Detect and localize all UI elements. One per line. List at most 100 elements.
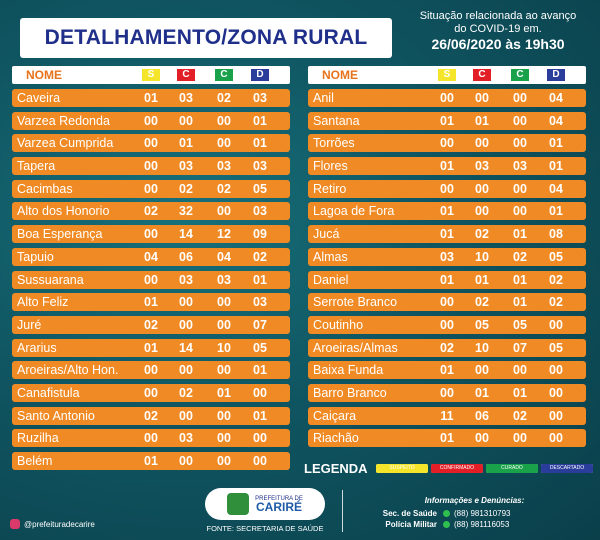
source-note: FONTE: SECRETARIA DE SAÚDE <box>206 524 324 533</box>
descartado-value: 00 <box>253 454 267 468</box>
table-row: Alto dos Honorio 02 32 00 03 <box>12 202 290 221</box>
descartado-value: 04 <box>549 91 563 105</box>
suspeito-value: 01 <box>144 295 158 310</box>
row-name: Lagoa de Fora <box>313 204 395 219</box>
legend-swatch <box>486 464 538 473</box>
row-name: Canafistula <box>17 385 80 400</box>
suspeito-value: 04 <box>144 249 158 264</box>
descartado-value: 02 <box>549 295 563 310</box>
header-confirmado: C <box>177 69 195 81</box>
confirmado-value: 10 <box>475 340 489 355</box>
table-row: Aroeiras/Alto Hon. 00 00 00 01 <box>12 361 290 380</box>
curado-value: 00 <box>217 204 231 219</box>
row-name: Jucá <box>313 227 340 242</box>
confirmado-value: 00 <box>475 91 489 105</box>
curado-value: 00 <box>217 113 231 128</box>
confirmado-value: 03 <box>179 431 193 446</box>
confirmado-value: 03 <box>179 91 193 105</box>
curado-value: 02 <box>217 181 231 196</box>
confirmado-value: 02 <box>475 295 489 310</box>
descartado-value: 01 <box>253 113 267 128</box>
descartado-value: 02 <box>549 272 563 287</box>
contacts-title: Informações e Denúncias: <box>424 496 525 505</box>
suspeito-value: 01 <box>440 113 454 128</box>
row-name: Serrote Branco <box>313 295 398 310</box>
suspeito-value: 00 <box>144 181 158 196</box>
confirmado-value: 02 <box>179 385 193 400</box>
table-row: Sussuarana 00 03 03 01 <box>12 270 290 289</box>
info-line-1: Situação relacionada ao avanço <box>419 10 577 22</box>
curado-value: 03 <box>513 159 527 174</box>
table-row: Varzea Redonda 00 00 00 01 <box>12 111 290 130</box>
row-name: Alto Feliz <box>17 295 69 310</box>
logo-top-text: PREFEITURA DE <box>255 495 303 502</box>
row-name: Aroeiras/Alto Hon. <box>17 363 119 378</box>
header-suspeito: S <box>438 69 456 81</box>
legend-item-descartado: DESCARTADO <box>541 464 593 473</box>
confirmado-value: 01 <box>475 272 489 287</box>
row-name: Retiro <box>313 181 347 196</box>
descartado-value: 05 <box>253 340 267 355</box>
row-name: Belém <box>17 454 53 468</box>
curado-value: 02 <box>513 249 527 264</box>
suspeito-value: 00 <box>144 272 158 287</box>
table-row: Anil 00 00 00 04 <box>308 89 586 107</box>
contact-label: Polícia Militar <box>385 520 437 529</box>
table-row: Varzea Cumprida 00 01 00 01 <box>12 134 290 153</box>
suspeito-value: 11 <box>440 408 454 423</box>
page-title: DETALHAMENTO/ZONA RURAL <box>44 26 368 49</box>
table-row: Ararius 01 14 10 05 <box>12 338 290 357</box>
row-name: Tapera <box>17 159 56 174</box>
suspeito-value: 00 <box>144 227 158 242</box>
row-name: Varzea Redonda <box>17 113 110 128</box>
curado-value: 00 <box>513 363 527 378</box>
suspeito-value: 00 <box>440 136 454 151</box>
descartado-value: 00 <box>253 431 267 446</box>
descartado-value: 01 <box>253 272 267 287</box>
confirmado-value: 00 <box>475 181 489 196</box>
table-row: Lagoa de Fora 01 00 00 01 <box>308 202 586 221</box>
curado-value: 01 <box>513 227 527 242</box>
curado-value: 07 <box>513 340 527 355</box>
row-name: Coutinho <box>313 317 364 332</box>
descartado-value: 04 <box>549 181 563 196</box>
curado-value: 00 <box>513 181 527 196</box>
row-name: Santana <box>313 113 360 128</box>
row-name: Tapuio <box>17 249 54 264</box>
suspeito-value: 00 <box>144 363 158 378</box>
suspeito-value: 02 <box>144 317 158 332</box>
confirmado-value: 06 <box>475 408 489 423</box>
curado-value: 00 <box>217 295 231 310</box>
descartado-value: 00 <box>549 317 563 332</box>
table-row: Retiro 00 00 00 04 <box>308 179 586 198</box>
logo-name: CARIRÉ <box>255 499 302 514</box>
descartado-value: 01 <box>253 136 267 151</box>
table-header: NOME S C C D <box>308 66 586 84</box>
legend-label: CONFIRMADO <box>439 465 475 471</box>
table-header: NOME S C C D <box>12 66 290 84</box>
curado-value: 02 <box>513 408 527 423</box>
curado-value: 00 <box>217 363 231 378</box>
confirmado-value: 02 <box>475 227 489 242</box>
descartado-value: 07 <box>253 317 267 332</box>
curado-value: 01 <box>217 385 231 400</box>
contact-saude: Sec. de Saúde (88) 981310793 <box>352 508 597 519</box>
table-row: Aroeiras/Almas 02 10 07 05 <box>308 338 586 357</box>
suspeito-value: 00 <box>144 136 158 151</box>
confirmado-value: 00 <box>475 363 489 378</box>
header-name: NOME <box>26 68 62 82</box>
legend-label: DESCARTADO <box>549 465 585 471</box>
descartado-value: 02 <box>253 249 267 264</box>
suspeito-value: 00 <box>144 113 158 128</box>
suspeito-value: 01 <box>144 340 158 355</box>
row-name: Aroeiras/Almas <box>313 340 398 355</box>
row-name: Juré <box>17 317 42 332</box>
suspeito-value: 02 <box>440 340 454 355</box>
table-row: Flores 01 03 03 01 <box>308 157 586 176</box>
row-name: Varzea Cumprida <box>17 136 114 151</box>
table-row: Ruzilha 00 03 00 00 <box>12 429 290 448</box>
social-handle[interactable]: @prefeituradecarire <box>10 519 95 529</box>
suspeito-value: 00 <box>440 91 454 105</box>
suspeito-value: 02 <box>144 408 158 423</box>
confirmado-value: 00 <box>475 204 489 219</box>
